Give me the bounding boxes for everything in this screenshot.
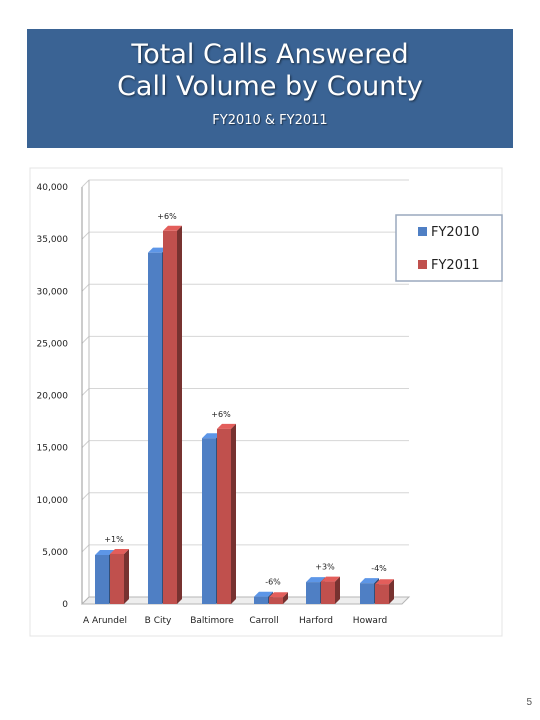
bar-fy2011-carroll-top bbox=[269, 592, 288, 598]
y-tick-label: 10,000 bbox=[37, 496, 69, 506]
title-banner: Total Calls Answered Call Volume by Coun… bbox=[27, 29, 513, 148]
bar-fy2011-baltimore-top bbox=[217, 423, 236, 429]
bar-fy2011-baltimore bbox=[217, 428, 231, 604]
bar-fy2010-a-arundel bbox=[95, 555, 109, 604]
y-tick-label: 20,000 bbox=[37, 392, 69, 402]
gridline-depth bbox=[81, 283, 90, 292]
bar-fy2011-b-city bbox=[163, 230, 177, 604]
bar-fy2011-howard bbox=[375, 584, 389, 604]
y-tick-label: 5,000 bbox=[42, 548, 68, 558]
gridline-depth bbox=[81, 492, 90, 501]
bar-fy2011-baltimore-side bbox=[231, 423, 236, 604]
bar-fy2010-baltimore-top bbox=[202, 433, 221, 439]
slide-title-line-1: Total Calls Answered bbox=[131, 39, 409, 70]
y-tick-label: 40,000 bbox=[37, 183, 69, 193]
gridline-depth bbox=[81, 544, 90, 553]
bar-fy2010-b-city bbox=[148, 252, 162, 605]
bar-fy2011-a-arundel bbox=[110, 553, 124, 604]
bar-fy2011-carroll-side bbox=[283, 592, 288, 604]
change-label: +6% bbox=[157, 212, 177, 221]
page-number: 5 bbox=[526, 697, 532, 708]
bar-fy2011-b-city-top bbox=[163, 225, 182, 231]
bar-fy2010-a-arundel-top bbox=[95, 550, 114, 556]
x-category-label: Baltimore bbox=[190, 616, 234, 626]
slide-subtitle: FY2010 & FY2011 bbox=[212, 113, 328, 128]
legend-label-fy2011: FY2011 bbox=[431, 258, 480, 273]
y-tick-label: 30,000 bbox=[37, 287, 69, 297]
bar-fy2011-howard-side bbox=[389, 579, 394, 604]
x-category-label: Harford bbox=[299, 616, 333, 626]
bar-fy2011-carroll bbox=[269, 597, 283, 604]
change-label: +1% bbox=[104, 535, 124, 544]
y-tick-label: 35,000 bbox=[37, 235, 69, 245]
chart-floor bbox=[80, 596, 411, 605]
change-label: +6% bbox=[211, 410, 231, 419]
bar-fy2011-b-city-side bbox=[177, 225, 182, 604]
gridline-depth bbox=[81, 179, 90, 188]
bar-fy2010-harford-top bbox=[306, 577, 325, 583]
change-label: -6% bbox=[265, 578, 281, 587]
legend-box bbox=[395, 214, 503, 282]
bar-fy2010-harford bbox=[306, 582, 320, 604]
bar-fy2010-baltimore bbox=[202, 438, 216, 604]
bar-fy2011-a-arundel-side bbox=[124, 548, 129, 604]
bar-fy2010-carroll-top bbox=[254, 591, 273, 597]
bar-fy2010-b-city-top bbox=[148, 247, 167, 253]
gridline-depth bbox=[81, 231, 90, 240]
legend-swatch-fy2010 bbox=[418, 227, 427, 236]
bar-fy2010-howard bbox=[360, 583, 374, 604]
gridline-depth bbox=[81, 440, 90, 448]
x-category-label: Carroll bbox=[249, 616, 278, 626]
legend-swatch-fy2011 bbox=[418, 260, 427, 269]
y-tick-label: 0 bbox=[62, 600, 68, 610]
gridline-depth bbox=[81, 336, 90, 344]
x-category-label: B City bbox=[145, 616, 172, 626]
change-label: -4% bbox=[371, 564, 387, 573]
slide-title-line-2: Call Volume by County bbox=[117, 71, 423, 102]
bar-fy2011-harford-side bbox=[335, 576, 340, 604]
x-category-label: Howard bbox=[353, 616, 387, 626]
bar-fy2010-howard-top bbox=[360, 578, 379, 584]
y-tick-label: 25,000 bbox=[37, 339, 69, 349]
gridline-depth bbox=[81, 388, 90, 396]
bar-fy2011-a-arundel-top bbox=[110, 548, 129, 554]
change-label: +3% bbox=[315, 563, 335, 572]
legend-label-fy2010: FY2010 bbox=[431, 225, 480, 240]
bar-fy2010-carroll bbox=[254, 596, 268, 604]
bar-fy2011-harford bbox=[321, 581, 335, 604]
x-category-label: A Arundel bbox=[83, 616, 127, 626]
bar-fy2011-harford-top bbox=[321, 576, 340, 582]
bar-fy2011-howard-top bbox=[375, 579, 394, 585]
y-tick-label: 15,000 bbox=[37, 444, 69, 454]
